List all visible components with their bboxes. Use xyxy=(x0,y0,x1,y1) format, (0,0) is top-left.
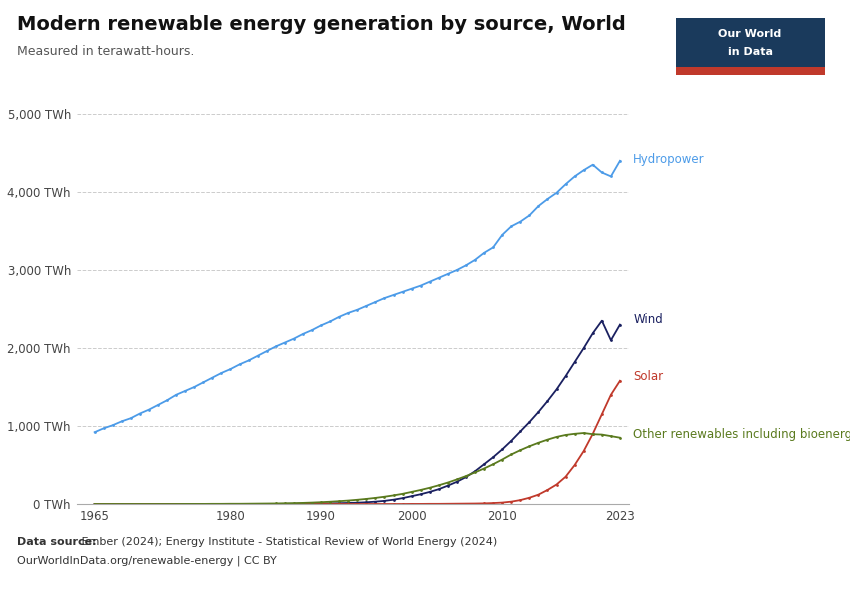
Text: Other renewables including bioenerg: Other renewables including bioenerg xyxy=(633,428,850,441)
Text: Wind: Wind xyxy=(633,313,663,326)
Text: Data source: Ember (2024); Energy Institute - Statistical Review of World Energy: Data source: Ember (2024); Energy Instit… xyxy=(0,599,1,600)
Text: OurWorldInData.org/renewable-energy | CC BY: OurWorldInData.org/renewable-energy | CC… xyxy=(17,555,277,565)
Text: Our World: Our World xyxy=(718,29,782,39)
Text: Measured in terawatt-hours.: Measured in terawatt-hours. xyxy=(17,45,195,58)
Text: Solar: Solar xyxy=(633,370,663,383)
Text: Hydropower: Hydropower xyxy=(633,153,705,166)
Text: in Data: in Data xyxy=(728,47,773,57)
Text: Ember (2024); Energy Institute - Statistical Review of World Energy (2024): Ember (2024); Energy Institute - Statist… xyxy=(78,537,497,547)
Text: Modern renewable energy generation by source, World: Modern renewable energy generation by so… xyxy=(17,15,626,34)
Text: Data source:: Data source: xyxy=(17,537,97,547)
